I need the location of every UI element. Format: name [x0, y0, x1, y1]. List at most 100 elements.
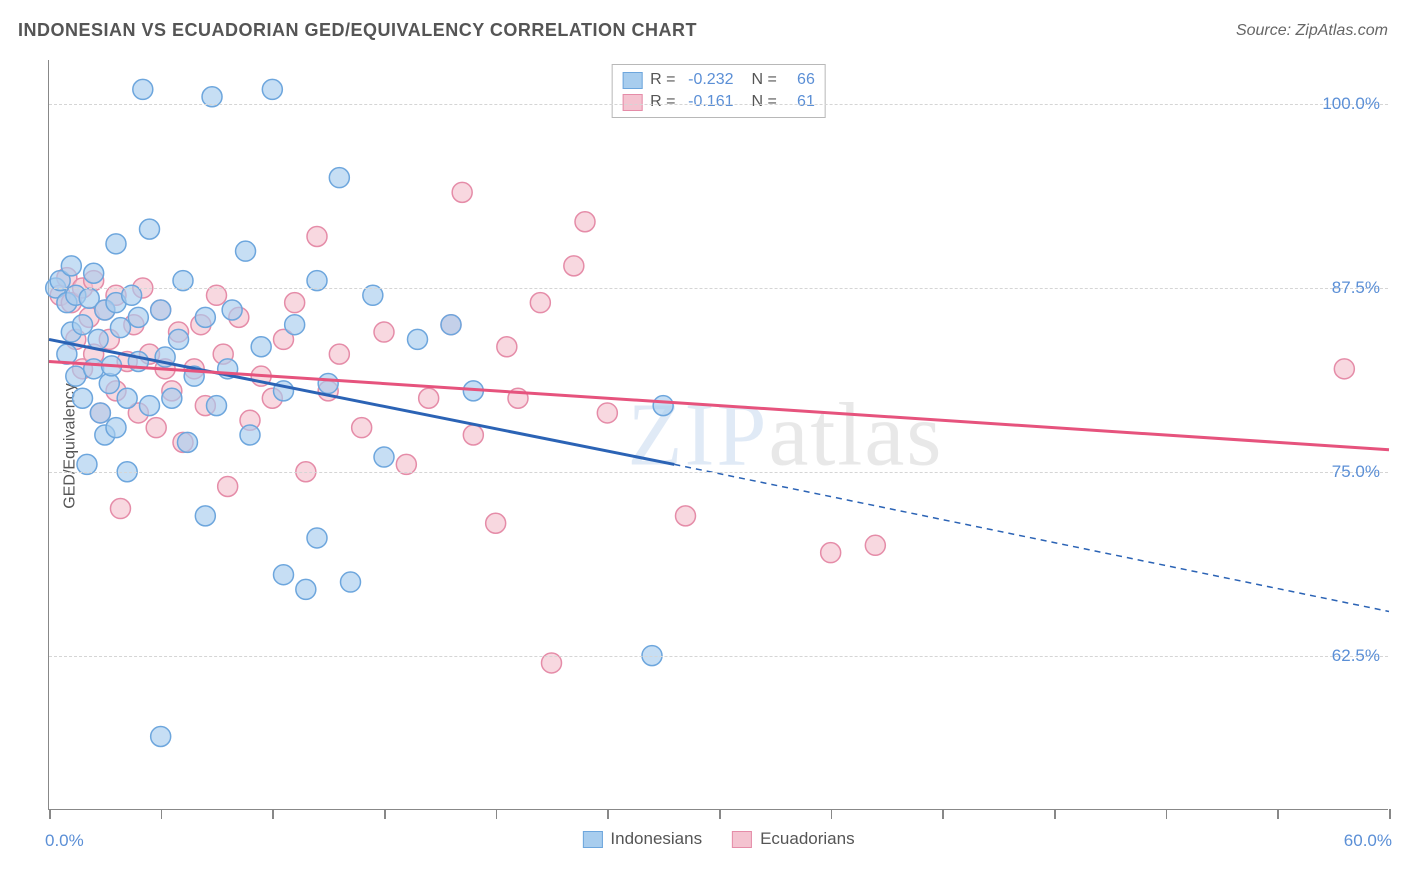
scatter-plot-area: ZIPatlas R =-0.232N =66R =-0.161N =61 In… [48, 60, 1388, 810]
x-axis-min-label: 0.0% [45, 831, 84, 851]
x-tick [1277, 809, 1279, 819]
data-point [169, 329, 189, 349]
x-tick [719, 809, 721, 819]
x-axis-max-label: 60.0% [1344, 831, 1392, 851]
series-label: Ecuadorians [760, 829, 855, 849]
series-legend-item: Indonesians [582, 829, 702, 849]
x-tick [607, 809, 609, 819]
data-point [374, 447, 394, 467]
legend-r-value: -0.232 [684, 71, 734, 89]
data-point [307, 226, 327, 246]
data-point [117, 388, 137, 408]
data-point [151, 726, 171, 746]
x-tick [384, 809, 386, 819]
gridline [49, 288, 1388, 289]
data-point [177, 432, 197, 452]
data-point [597, 403, 617, 423]
legend-row: R =-0.161N =61 [622, 91, 815, 113]
legend-swatch [732, 831, 752, 848]
data-point [352, 418, 372, 438]
data-point [1334, 359, 1354, 379]
legend-row: R =-0.232N =66 [622, 69, 815, 91]
series-legend-item: Ecuadorians [732, 829, 855, 849]
data-point [296, 579, 316, 599]
data-point [307, 528, 327, 548]
data-point [240, 425, 260, 445]
data-point [151, 300, 171, 320]
data-point [207, 396, 227, 416]
data-point [486, 513, 506, 533]
gridline [49, 472, 1388, 473]
data-point [84, 359, 104, 379]
data-point [106, 234, 126, 254]
data-point [821, 543, 841, 563]
legend-n-value: 61 [785, 93, 815, 111]
data-point [195, 506, 215, 526]
data-point [162, 388, 182, 408]
legend-swatch [622, 94, 642, 111]
y-tick-label: 75.0% [1332, 462, 1380, 482]
legend-n-label: N = [752, 93, 777, 111]
correlation-legend: R =-0.232N =66R =-0.161N =61 [611, 64, 826, 118]
data-point [61, 256, 81, 276]
series-label: Indonesians [610, 829, 702, 849]
data-point [452, 182, 472, 202]
data-point [285, 315, 305, 335]
data-point [329, 344, 349, 364]
series-legend: Indonesians Ecuadorians [582, 829, 854, 849]
x-tick [161, 809, 163, 819]
data-point [140, 219, 160, 239]
data-point [90, 403, 110, 423]
data-point [530, 293, 550, 313]
legend-n-value: 66 [785, 71, 815, 89]
x-tick [942, 809, 944, 819]
data-point [236, 241, 256, 261]
chart-header: INDONESIAN VS ECUADORIAN GED/EQUIVALENCY… [18, 20, 1388, 41]
data-point [110, 499, 130, 519]
gridline [49, 656, 1388, 657]
regression-extrapolation [674, 464, 1389, 611]
data-point [99, 374, 119, 394]
data-point [195, 307, 215, 327]
data-point [575, 212, 595, 232]
data-point [341, 572, 361, 592]
y-tick-label: 62.5% [1332, 646, 1380, 666]
data-point [262, 79, 282, 99]
data-point [73, 388, 93, 408]
plot-svg [49, 60, 1388, 809]
data-point [222, 300, 242, 320]
data-point [285, 293, 305, 313]
data-point [128, 307, 148, 327]
data-point [408, 329, 428, 349]
data-point [318, 374, 338, 394]
legend-r-label: R = [650, 71, 675, 89]
legend-swatch [582, 831, 602, 848]
legend-swatch [622, 72, 642, 89]
y-tick-label: 87.5% [1332, 278, 1380, 298]
data-point [419, 388, 439, 408]
legend-r-label: R = [650, 93, 675, 111]
x-tick [1389, 809, 1391, 819]
data-point [463, 425, 483, 445]
data-point [564, 256, 584, 276]
chart-title: INDONESIAN VS ECUADORIAN GED/EQUIVALENCY… [18, 20, 697, 41]
data-point [329, 168, 349, 188]
chart-source: Source: ZipAtlas.com [1236, 22, 1388, 40]
data-point [146, 418, 166, 438]
data-point [140, 396, 160, 416]
x-tick [831, 809, 833, 819]
data-point [274, 565, 294, 585]
x-tick [1166, 809, 1168, 819]
data-point [73, 315, 93, 335]
data-point [441, 315, 461, 335]
data-point [110, 318, 130, 338]
x-tick [1054, 809, 1056, 819]
data-point [66, 366, 86, 386]
x-tick [272, 809, 274, 819]
data-point [133, 79, 153, 99]
gridline [49, 104, 1388, 105]
data-point [865, 535, 885, 555]
data-point [84, 263, 104, 283]
y-tick-label: 100.0% [1322, 94, 1380, 114]
x-tick [496, 809, 498, 819]
